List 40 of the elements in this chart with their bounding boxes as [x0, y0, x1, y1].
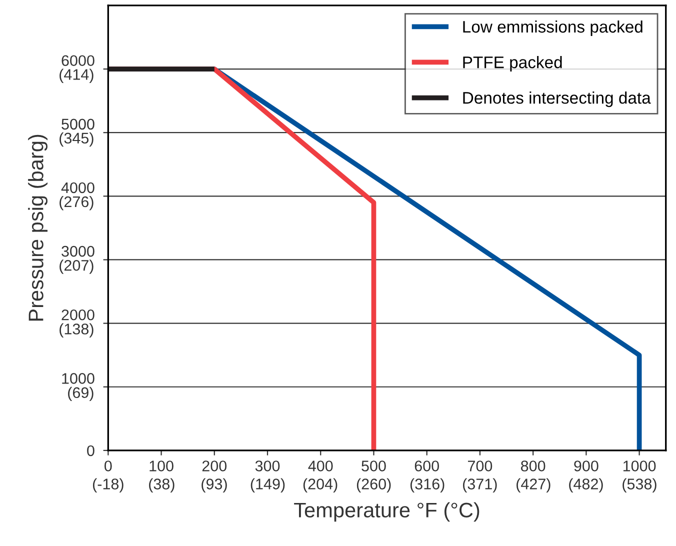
x2-tick-label: (204)	[303, 478, 338, 492]
y2-tick-label: (69)	[68, 386, 94, 402]
x-tick-label: 600	[414, 460, 439, 472]
x2-tick-label: (371)	[463, 478, 497, 492]
x-tick-label: 900	[574, 460, 598, 472]
legend-label: Denotes intersecting data	[463, 92, 651, 108]
x-tick-label: 700	[468, 460, 492, 472]
y2-axis-title: Pressure psig (barg)	[28, 134, 48, 321]
y-tick-label: 1000	[62, 373, 94, 384]
legend-label: Low emmissions packed	[463, 20, 642, 36]
x-axis-title: Temperature °F (°C)	[294, 502, 480, 522]
y-tick-label: 2000	[62, 309, 94, 320]
y-tick-label: 4000	[61, 182, 94, 194]
x-tick-label: 1000	[623, 460, 656, 472]
y2-tick-label: (345)	[60, 132, 94, 147]
y2-tick-label: (138)	[60, 323, 94, 338]
x2-tick-label: (93)	[202, 478, 227, 492]
x2-tick-label: (-18)	[92, 478, 124, 492]
x-tick-label: 500	[362, 460, 386, 472]
x2-tick-label: (482)	[569, 478, 603, 492]
y-tick-label: 6000	[62, 55, 94, 66]
x-tick-label: 200	[202, 460, 227, 472]
legend-label: PTFE packed	[463, 56, 562, 72]
x2-tick-label: (427)	[516, 478, 550, 492]
y2-tick-label: (207)	[60, 260, 94, 274]
y-tick-label: 3000	[62, 246, 94, 257]
x2-tick-label: (316)	[410, 478, 444, 492]
y-tick-label: 0	[87, 445, 94, 456]
y2-tick-label: (414)	[60, 68, 94, 83]
x2-tick-label: (149)	[250, 478, 285, 492]
y2-tick-label: (276)	[60, 196, 94, 210]
x2-tick-label: (538)	[622, 478, 656, 492]
x-tick-label: 800	[520, 460, 546, 472]
x-tick-label: 400	[308, 460, 333, 472]
x-tick-label: 100	[150, 460, 174, 472]
x-tick-label: 300	[255, 460, 280, 472]
x2-tick-label: (38)	[149, 478, 174, 492]
x-tick-label: 0	[104, 460, 112, 472]
x2-tick-label: (260)	[356, 478, 391, 492]
y-tick-label: 5000	[62, 118, 94, 130]
